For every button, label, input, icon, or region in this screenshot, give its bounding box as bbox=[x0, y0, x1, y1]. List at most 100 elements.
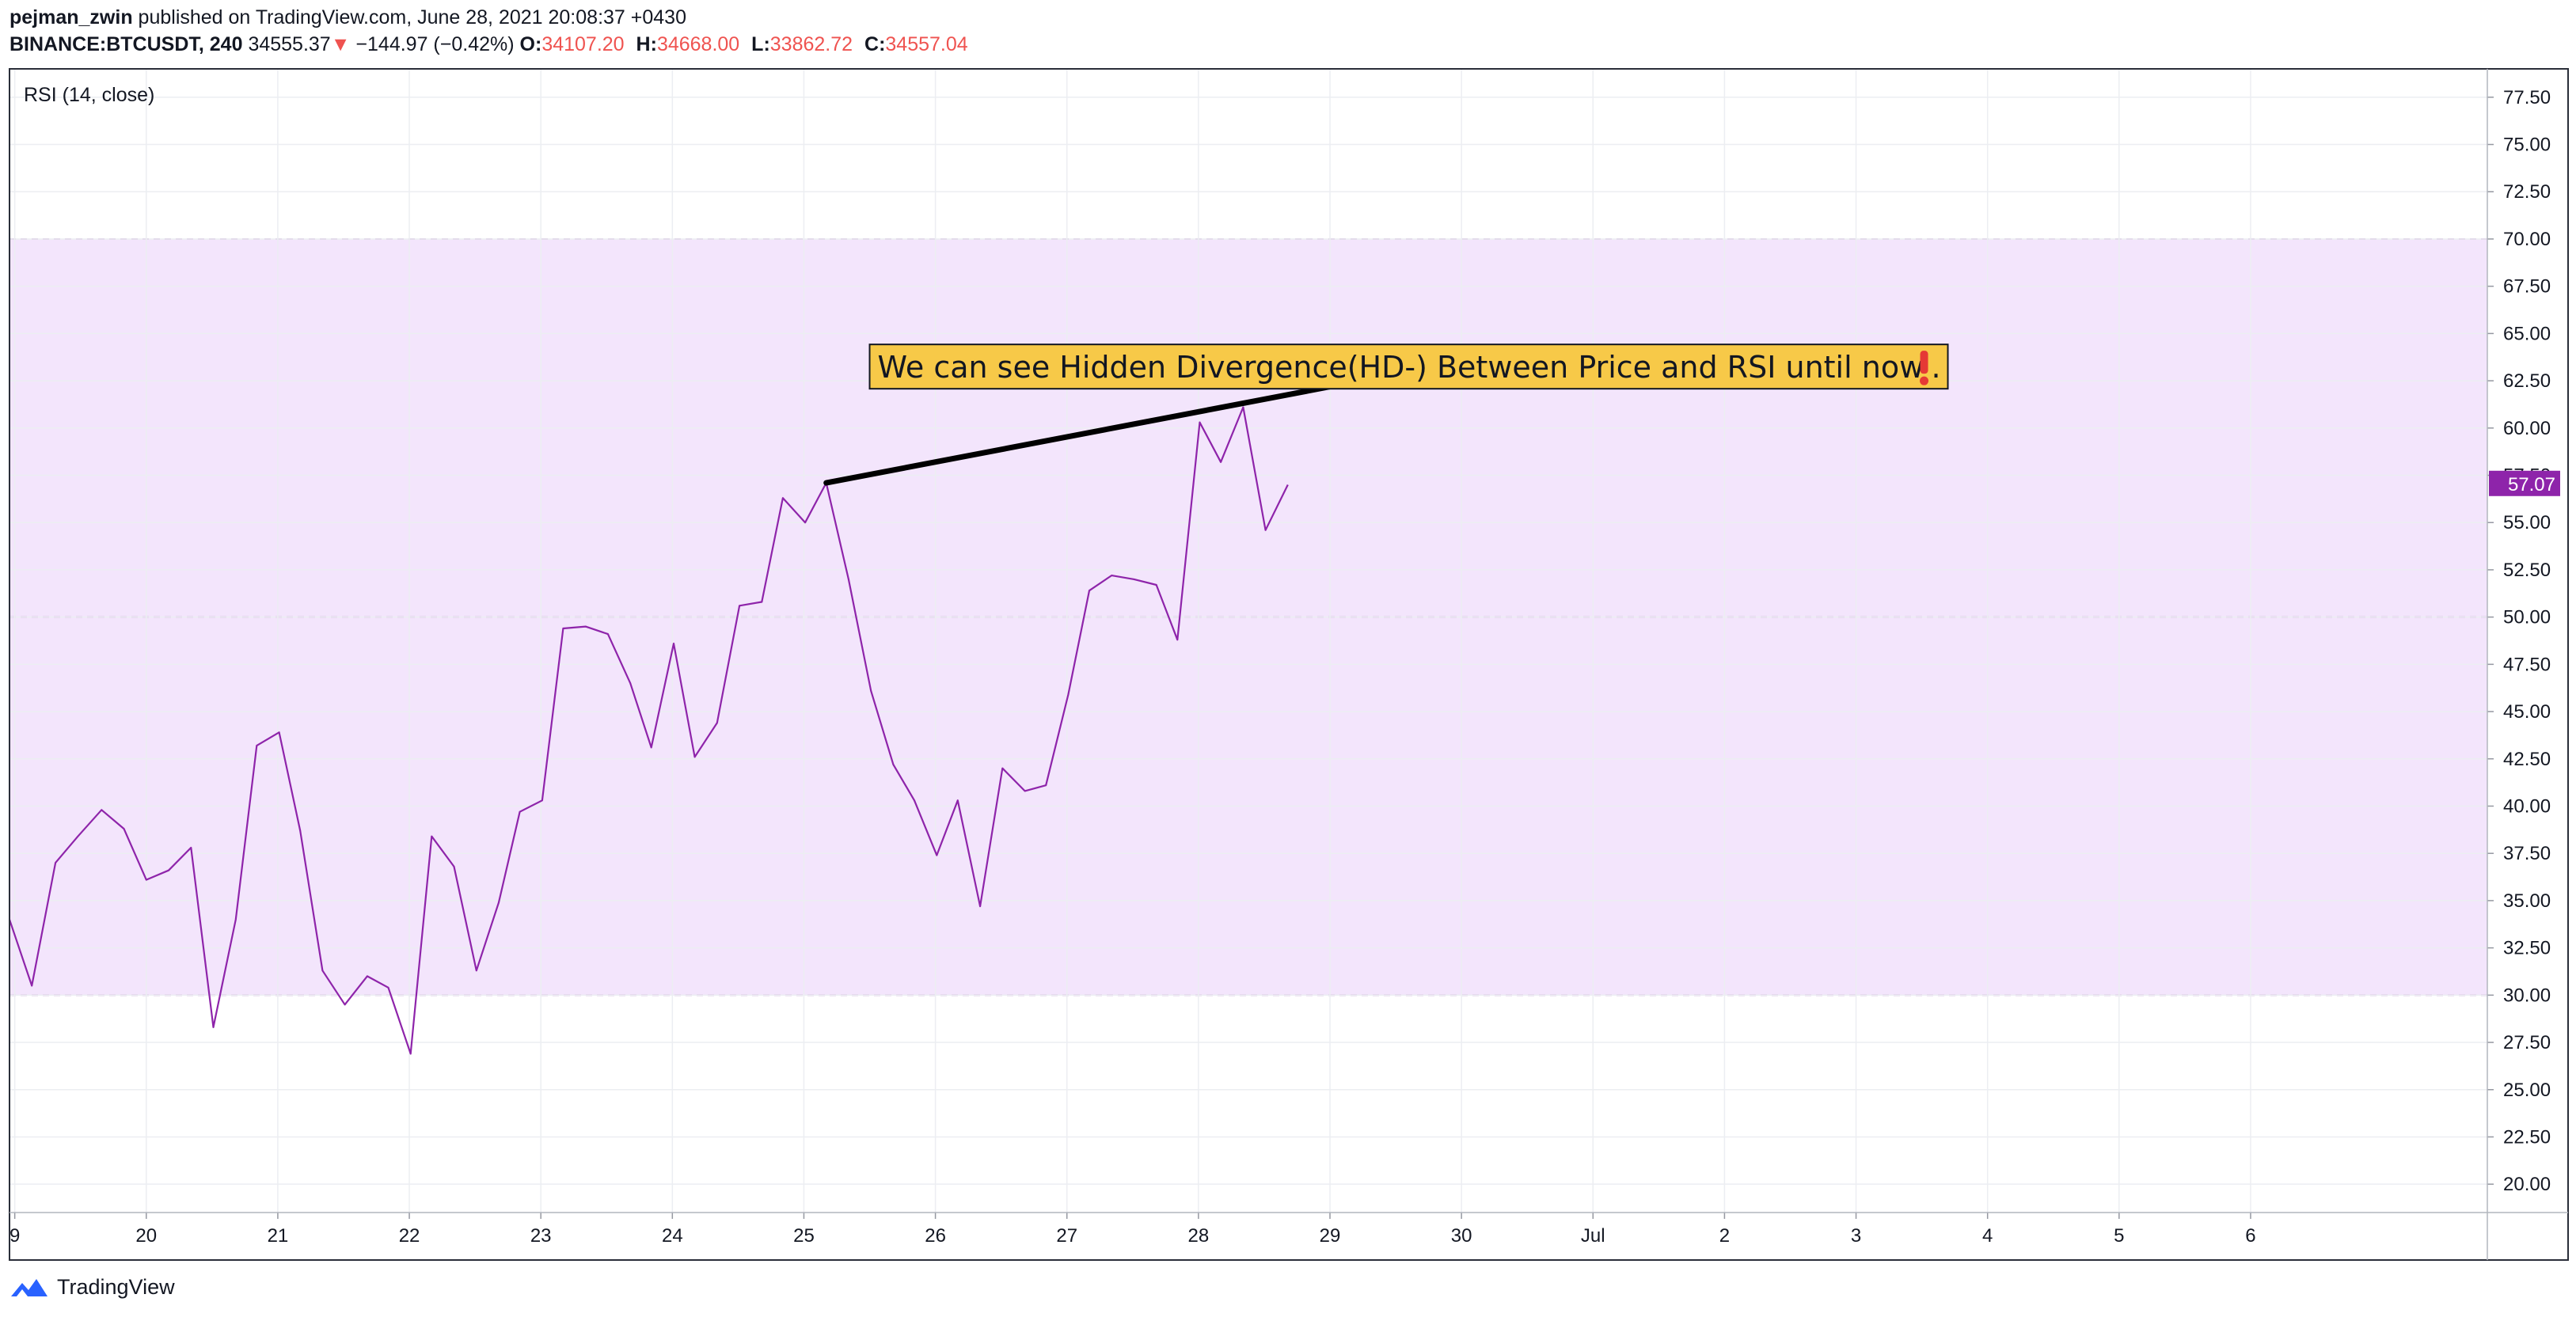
last-value-tag[interactable] bbox=[2489, 470, 2560, 496]
y-tick-label: 70.00 bbox=[2503, 229, 2551, 250]
annotation-tail: . bbox=[1932, 350, 1941, 385]
rsi-data-point bbox=[145, 878, 148, 881]
x-tick-label: 30 bbox=[1451, 1225, 1472, 1247]
rsi-data-point bbox=[497, 901, 500, 904]
close-value: 34557.04 bbox=[885, 33, 968, 55]
rsi-data-point bbox=[211, 1026, 215, 1029]
rsi-data-point bbox=[606, 632, 610, 636]
y-tick-label: 45.00 bbox=[2503, 701, 2551, 723]
x-tick-label: 4 bbox=[1982, 1225, 1993, 1247]
chart-frame bbox=[9, 68, 2569, 1261]
open-label: O: bbox=[519, 33, 542, 55]
rsi-data-point bbox=[234, 918, 237, 921]
rsi-data-point bbox=[1263, 529, 1267, 532]
y-tick-label: 35.00 bbox=[2503, 890, 2551, 912]
rsi-data-point bbox=[781, 496, 785, 499]
y-tick-label: 50.00 bbox=[2503, 607, 2551, 628]
y-axis[interactable]: 20.00 22.50 25.00 27.50 30.00 32.50 35.00 37.50… bbox=[2487, 87, 2560, 1195]
y-tick-label: 32.50 bbox=[2503, 938, 2551, 959]
rsi-data-point bbox=[366, 974, 369, 977]
rsi-data-point bbox=[760, 600, 763, 603]
outer-border bbox=[9, 68, 2569, 1261]
rsi-data-point bbox=[650, 746, 653, 749]
rsi-data-point bbox=[122, 827, 125, 830]
x-tick-label: 3 bbox=[1851, 1225, 1861, 1247]
last-value-label: 57.07 bbox=[2508, 474, 2555, 495]
y-tick-label: 47.50 bbox=[2503, 654, 2551, 675]
published-text: published on TradingView.com, June 28, 2… bbox=[138, 6, 686, 28]
y-tick-label: 40.00 bbox=[2503, 795, 2551, 817]
rsi-data-point bbox=[1110, 574, 1113, 577]
rsi-data-point bbox=[255, 744, 258, 747]
low-label: L: bbox=[751, 33, 770, 55]
rsi-data-point bbox=[430, 835, 433, 838]
rsi-data-point bbox=[189, 846, 192, 849]
x-tick-label: Jul bbox=[1581, 1225, 1605, 1247]
y-tick-label: 65.00 bbox=[2503, 323, 2551, 344]
rsi-data-point bbox=[475, 969, 478, 972]
close-label: C: bbox=[864, 33, 886, 55]
last-price: 34555.37 bbox=[248, 33, 331, 55]
x-tick-label: 26 bbox=[925, 1225, 946, 1247]
annotation-layer[interactable]: We can see Hidden Divergence(HD-) Betwee… bbox=[868, 343, 1949, 390]
x-tick-label: 9 bbox=[9, 1225, 20, 1247]
rsi-data-point bbox=[452, 865, 455, 868]
x-axis[interactable]: 9 20 21 22 23 24 25 26 27 28 29 30 Jul 2 3 4 5 6 bbox=[9, 1213, 2256, 1247]
y-tick-label: 72.50 bbox=[2503, 181, 2551, 203]
y-tick-label: 55.00 bbox=[2503, 512, 2551, 533]
high-value: 34668.00 bbox=[656, 33, 740, 55]
tradingview-logo-icon bbox=[11, 1279, 47, 1296]
rsi-data-point bbox=[584, 624, 587, 628]
x-tick-label: 20 bbox=[135, 1225, 157, 1247]
y-tick-label: 62.50 bbox=[2503, 370, 2551, 392]
rsi-data-point bbox=[518, 810, 521, 813]
rsi-chart[interactable]: We can see Hidden Divergence(HD-) Betwee… bbox=[0, 0, 2576, 1266]
series-layer bbox=[8, 406, 1289, 1055]
y-tick-label: 75.00 bbox=[2503, 135, 2551, 156]
trendline-layer[interactable] bbox=[823, 379, 1354, 486]
y-tick-label: 77.50 bbox=[2503, 87, 2551, 108]
rsi-data-point bbox=[672, 642, 675, 645]
rsi-data-point bbox=[1155, 583, 1158, 586]
author-name[interactable]: pejman_zwin bbox=[9, 6, 133, 28]
rsi-data-point bbox=[298, 829, 302, 832]
rsi-data-point bbox=[76, 835, 79, 838]
high-label: H: bbox=[636, 33, 657, 55]
rsi-data-point bbox=[1023, 789, 1026, 792]
open-value: 34107.20 bbox=[541, 33, 625, 55]
grid-layer bbox=[9, 69, 2487, 1213]
rsi-data-point bbox=[1088, 589, 1091, 592]
rsi-data-point bbox=[629, 681, 632, 685]
x-tick-label: 28 bbox=[1188, 1225, 1210, 1247]
footer-brand[interactable]: TradingView bbox=[57, 1274, 175, 1299]
x-tick-label: 29 bbox=[1320, 1225, 1341, 1247]
exclamation-icon-bar bbox=[1920, 351, 1928, 374]
y-tick-label: 20.00 bbox=[2503, 1174, 2551, 1195]
rsi-data-point bbox=[847, 578, 850, 581]
x-tick-label: 21 bbox=[268, 1225, 289, 1247]
price-change: −144.97 (−0.42%) bbox=[355, 33, 515, 55]
rsi-data-point bbox=[54, 861, 57, 864]
divergence-trendline[interactable] bbox=[823, 379, 1354, 486]
rsi-data-point bbox=[167, 869, 170, 872]
annotation-box[interactable] bbox=[868, 343, 1949, 390]
indicator-label[interactable]: RSI (14, close) bbox=[24, 84, 154, 106]
rsi-data-point bbox=[1001, 767, 1004, 770]
rsi-data-point bbox=[935, 853, 938, 856]
y-tick-label: 25.00 bbox=[2503, 1080, 2551, 1101]
rsi-data-point bbox=[30, 984, 33, 987]
rsi-data-point bbox=[978, 905, 982, 908]
x-tick-label: 2 bbox=[1719, 1225, 1730, 1247]
rsi-data-point bbox=[1132, 578, 1135, 581]
publication-info: pejman_zwin published on TradingView.com… bbox=[9, 6, 686, 29]
rsi-data-point bbox=[1198, 420, 1201, 423]
rsi-data-point bbox=[409, 1052, 412, 1055]
y-tick-label: 37.50 bbox=[2503, 843, 2551, 864]
rsi-data-point bbox=[321, 969, 324, 972]
rsi-data-point bbox=[693, 755, 696, 758]
rsi-data-point bbox=[386, 986, 389, 989]
y-tick-label: 52.50 bbox=[2503, 560, 2551, 581]
symbol-info: BINANCE:BTCUSDT, 240 34555.37▼ −144.97 (… bbox=[9, 33, 975, 56]
rsi-data-point bbox=[343, 1003, 346, 1006]
rsi-data-point bbox=[100, 808, 103, 811]
